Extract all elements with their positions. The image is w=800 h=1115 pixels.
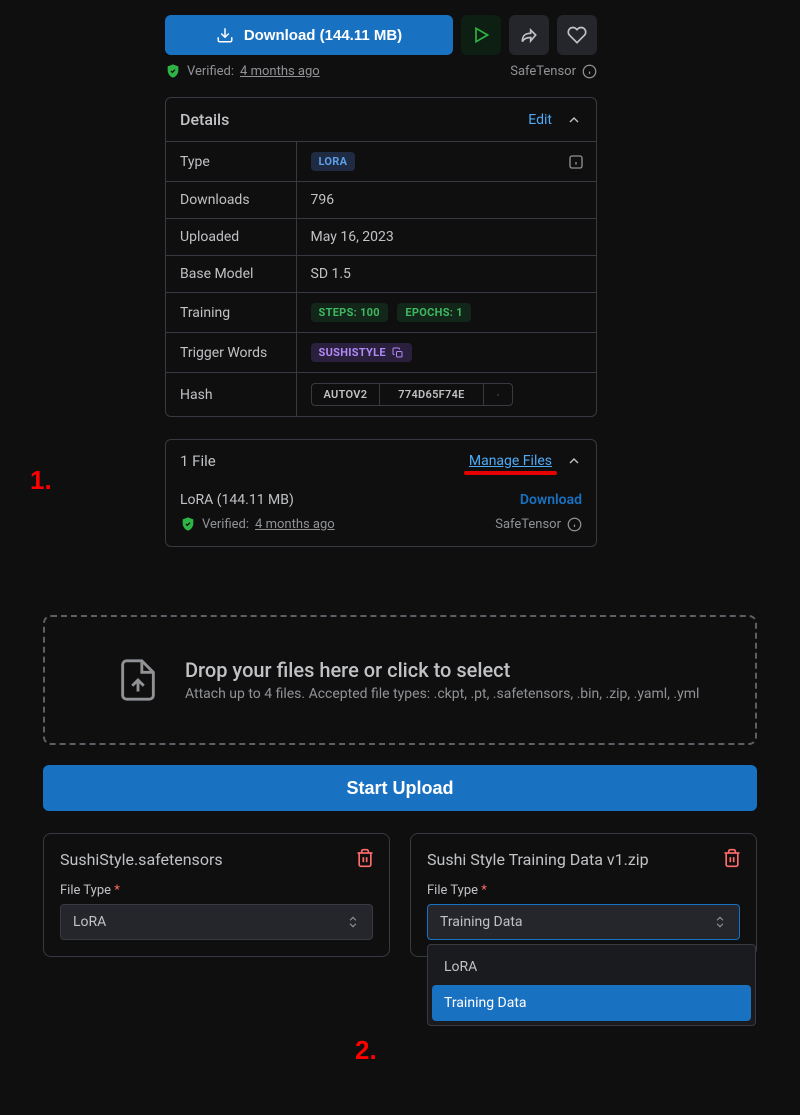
badge-epochs: EPOCHS: 1 xyxy=(397,303,470,322)
file-card-right: Sushi Style Training Data v1.zip File Ty… xyxy=(410,833,757,957)
label-training: Training xyxy=(166,293,296,333)
file-verified-status: Verified: 4 months ago xyxy=(180,516,335,532)
shield-check-icon xyxy=(165,63,181,79)
verified-label: Verified: xyxy=(187,64,234,79)
label-downloads: Downloads xyxy=(166,182,296,219)
safetensor-label: SafeTensor xyxy=(510,64,576,79)
row-downloads: Downloads 796 xyxy=(166,182,596,219)
favorite-button[interactable] xyxy=(557,15,597,55)
heart-icon xyxy=(567,25,587,45)
file-verified-label: Verified: xyxy=(202,517,249,532)
delete-file-button[interactable] xyxy=(355,848,375,868)
chevron-up-icon[interactable] xyxy=(566,453,582,469)
value-downloads: 796 xyxy=(296,182,596,219)
hash-algo: AUTOV2 xyxy=(312,384,381,405)
file-safetensor-label: SafeTensor xyxy=(495,517,561,532)
edit-link[interactable]: Edit xyxy=(528,112,552,128)
start-upload-button[interactable]: Start Upload xyxy=(43,765,757,811)
download-button-label: Download (144.11 MB) xyxy=(244,27,402,44)
row-type: Type LORA xyxy=(166,142,596,182)
hash-group: AUTOV2 774D65F74E xyxy=(311,383,513,406)
dropzone-subtitle: Attach up to 4 files. Accepted file type… xyxy=(185,686,699,702)
label-base-model: Base Model xyxy=(166,256,296,293)
trash-icon xyxy=(355,848,375,868)
manage-files-link[interactable]: Manage Files xyxy=(469,453,552,469)
safetensor-badge: SafeTensor xyxy=(510,64,597,79)
row-hash: Hash AUTOV2 774D65F74E xyxy=(166,373,596,417)
file-type-value: LoRA xyxy=(73,914,106,930)
dropzone[interactable]: Drop your files here or click to select … xyxy=(43,615,757,745)
file-type-value: Training Data xyxy=(440,914,523,930)
files-title: 1 File xyxy=(180,452,216,470)
file-upload-icon xyxy=(115,657,161,703)
file-type-dropdown: LoRA Training Data xyxy=(427,944,756,1026)
hash-value[interactable]: 774D65F74E xyxy=(380,384,483,405)
row-base-model: Base Model SD 1.5 xyxy=(166,256,596,293)
info-icon[interactable] xyxy=(567,517,582,532)
verified-status: Verified: 4 months ago xyxy=(165,63,320,79)
details-title: Details xyxy=(180,110,229,129)
file-name: LoRA (144.11 MB) xyxy=(180,492,294,508)
play-icon xyxy=(471,25,491,45)
info-icon[interactable] xyxy=(568,154,584,170)
annotation-1: 1. xyxy=(30,465,52,496)
file-safetensor-badge: SafeTensor xyxy=(495,517,582,532)
share-button[interactable] xyxy=(509,15,549,55)
value-base-model: SD 1.5 xyxy=(296,256,596,293)
chevron-right-icon xyxy=(496,389,500,401)
file-card-left: SushiStyle.safetensors File Type * LoRA xyxy=(43,833,390,957)
copy-icon xyxy=(392,347,404,359)
file-type-label: File Type * xyxy=(427,883,740,898)
info-icon[interactable] xyxy=(582,64,597,79)
row-trigger: Trigger Words SUSHISTYLE xyxy=(166,333,596,373)
row-uploaded: Uploaded May 16, 2023 xyxy=(166,219,596,256)
dropdown-option-lora[interactable]: LoRA xyxy=(432,949,751,985)
shield-check-icon xyxy=(180,516,196,532)
label-trigger: Trigger Words xyxy=(166,333,296,373)
annotation-underline xyxy=(464,471,557,475)
file-type-select[interactable]: Training Data xyxy=(427,904,740,940)
files-panel: 1 File Manage Files LoRA (144.11 MB) Dow… xyxy=(165,439,597,547)
badge-trigger[interactable]: SUSHISTYLE xyxy=(311,343,412,362)
details-panel: Details Edit Type LORA Downloads 796 Upl… xyxy=(165,97,597,417)
download-icon xyxy=(216,26,234,44)
badge-steps: STEPS: 100 xyxy=(311,303,388,322)
annotation-2: 2. xyxy=(355,1035,377,1066)
file-verified-when-link[interactable]: 4 months ago xyxy=(255,517,335,532)
badge-type: LORA xyxy=(311,152,356,171)
label-type: Type xyxy=(166,142,296,182)
label-hash: Hash xyxy=(166,373,296,417)
file-card-filename: SushiStyle.safetensors xyxy=(60,850,373,869)
trigger-text: SUSHISTYLE xyxy=(319,346,386,359)
share-icon xyxy=(519,25,539,45)
trash-icon xyxy=(722,848,742,868)
chevron-updown-icon xyxy=(713,915,727,929)
dropzone-title: Drop your files here or click to select xyxy=(185,658,699,682)
run-button[interactable] xyxy=(461,15,501,55)
file-card-filename: Sushi Style Training Data v1.zip xyxy=(427,850,740,869)
verified-when-link[interactable]: 4 months ago xyxy=(240,64,320,79)
details-table: Type LORA Downloads 796 Uploaded May 16,… xyxy=(166,141,596,416)
value-uploaded: May 16, 2023 xyxy=(296,219,596,256)
file-download-link[interactable]: Download xyxy=(520,492,582,508)
hash-expand-button[interactable] xyxy=(484,384,512,405)
row-training: Training STEPS: 100 EPOCHS: 1 xyxy=(166,293,596,333)
label-uploaded: Uploaded xyxy=(166,219,296,256)
delete-file-button[interactable] xyxy=(722,848,742,868)
dropdown-option-training-data[interactable]: Training Data xyxy=(432,985,751,1021)
download-button[interactable]: Download (144.11 MB) xyxy=(165,15,453,55)
file-type-select[interactable]: LoRA xyxy=(60,904,373,940)
chevron-up-icon[interactable] xyxy=(566,112,582,128)
file-type-label: File Type * xyxy=(60,883,373,898)
chevron-updown-icon xyxy=(346,915,360,929)
